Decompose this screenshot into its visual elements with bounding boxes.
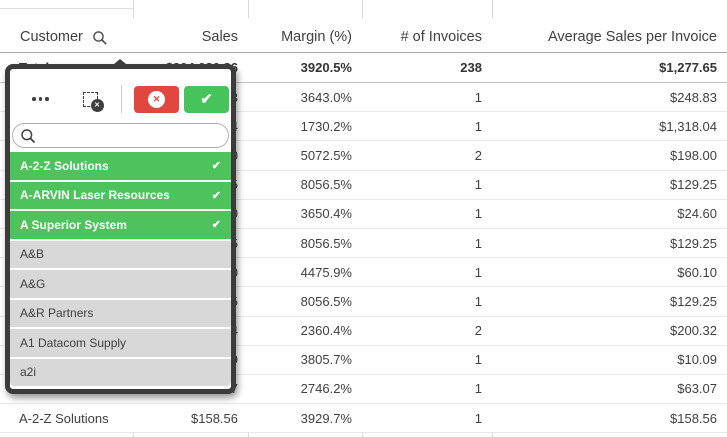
clear-x-icon: ✕ [90, 98, 104, 112]
cell-margin: 2746.2% [300, 381, 352, 397]
cell-invoices: 2 [474, 147, 482, 163]
search-box[interactable] [12, 123, 229, 148]
column-header-label: Margin (%) [281, 29, 352, 45]
list-item-label: a2i [20, 365, 37, 380]
clear-selection-icon[interactable]: ✕ [82, 91, 104, 112]
popup-toolbar: ✕ ✕ ✔ [10, 77, 231, 121]
cell-invoices: 1 [474, 89, 482, 105]
cell-avg-sales: $129.25 [670, 235, 717, 251]
list-item-label: A&R Partners [20, 306, 94, 321]
cell-invoices: 1 [474, 293, 482, 309]
gridline [492, 0, 493, 18]
list-search-input[interactable] [36, 125, 228, 146]
gridline [133, 0, 134, 18]
selected-checkmark-icon: ✔ [211, 160, 221, 173]
cancel-icon: ✕ [148, 90, 165, 108]
cell-margin: 2360.4% [300, 323, 352, 339]
toolbar-divider [120, 85, 122, 113]
menu-icon[interactable] [32, 97, 49, 101]
selected-checkmark-icon: ✔ [211, 219, 221, 232]
cell-invoices: 1 [474, 381, 482, 397]
confirm-selection-button[interactable]: ✔ [184, 85, 229, 113]
cell-avg-sales: $24.60 [677, 206, 717, 222]
list-item[interactable]: A-2-Z Solutions ✔ [10, 152, 231, 180]
confirm-checkmark-icon: ✔ [200, 91, 213, 108]
cell-invoices: 1 [474, 264, 482, 280]
list-item-label: A Superior System [20, 217, 127, 232]
cell-avg-sales: $200.32 [670, 323, 717, 339]
cell-totals-margin: 3920.5% [300, 60, 352, 75]
column-header-label: # of Invoices [400, 29, 482, 45]
filter-selection-popup: ✕ ✕ ✔ A-2-Z Solutions ✔ A-ARVIN Laser Re… [5, 59, 236, 394]
selected-checkmark-icon: ✔ [211, 189, 221, 202]
search-icon [21, 128, 36, 143]
cell-margin: 8056.5% [300, 177, 352, 193]
search-icon[interactable] [92, 30, 108, 46]
column-header-label: Sales [201, 29, 238, 45]
column-header-invoices[interactable]: # of Invoices [362, 0, 492, 52]
cell-margin: 3805.7% [300, 352, 352, 368]
column-header-sales[interactable]: Sales [133, 0, 248, 52]
column-header-label: Customer [20, 29, 83, 45]
cell-invoices: 1 [474, 235, 482, 251]
cell-customer: A-2-Z Solutions [19, 410, 109, 426]
cell-margin: 5072.5% [300, 147, 352, 163]
popup-caret [108, 59, 132, 69]
cell-avg-sales: $129.25 [670, 293, 717, 309]
value-list: A-2-Z Solutions ✔ A-ARVIN Laser Resource… [10, 152, 231, 386]
list-item[interactable]: A-ARVIN Laser Resources ✔ [10, 181, 231, 209]
list-item-label: A&G [20, 276, 46, 291]
cell-invoices: 1 [474, 206, 482, 222]
list-item-label: A1 Datacom Supply [20, 335, 127, 350]
cell-invoices: 1 [474, 352, 482, 368]
list-item-label: A-2-Z Solutions [20, 158, 109, 173]
cell-avg-sales: $198.00 [670, 147, 717, 163]
cell-avg-sales: $158.56 [670, 410, 717, 426]
cell-avg-sales: $248.83 [670, 89, 717, 105]
gridline [248, 0, 249, 18]
list-item[interactable]: A1 Datacom Supply ✔ [10, 329, 231, 357]
cell-invoices: 1 [474, 118, 482, 134]
list-item[interactable]: a2i ✔ [10, 358, 231, 386]
column-header-margin[interactable]: Margin (%) [248, 0, 362, 52]
gridline [0, 8, 133, 9]
list-item[interactable]: A Superior System ✔ [10, 211, 231, 239]
cell-margin: 1730.2% [300, 118, 352, 134]
list-item[interactable]: A&B ✔ [10, 240, 231, 268]
cell-invoices: 2 [474, 323, 482, 339]
cell-margin: 3643.0% [300, 89, 352, 105]
cell-totals-invoices: 238 [460, 60, 482, 75]
list-item[interactable]: A&G ✔ [10, 270, 231, 298]
cell-avg-sales: $63.07 [677, 381, 717, 397]
cancel-selection-button[interactable]: ✕ [134, 85, 179, 113]
table-header: Customer Sales Margin (%) # of Invoices … [0, 0, 727, 60]
cell-margin: 3650.4% [300, 206, 352, 222]
list-item-label: A-ARVIN Laser Resources [20, 188, 170, 203]
cell-avg-sales: $60.10 [677, 264, 717, 280]
column-header-customer[interactable]: Customer [0, 0, 133, 60]
list-item-label: A&B [20, 247, 45, 262]
cell-margin: 3929.7% [300, 410, 352, 426]
cell-invoices: 1 [474, 410, 482, 426]
cell-margin: 8056.5% [300, 235, 352, 251]
table-row[interactable]: A-2-Z Solutions $158.56 3929.7% 1 $158.5… [0, 404, 727, 434]
cell-avg-sales: $1,318.04 [659, 118, 717, 134]
cell-avg-sales: $10.09 [677, 352, 717, 368]
cell-invoices: 1 [474, 177, 482, 193]
column-header-avg-sales[interactable]: Average Sales per Invoice [492, 0, 727, 52]
list-item[interactable]: A&R Partners ✔ [10, 299, 231, 327]
cell-sales: $158.56 [191, 410, 238, 426]
column-header-label: Average Sales per Invoice [547, 29, 717, 45]
cell-margin: 4475.9% [300, 264, 352, 280]
gridline [362, 0, 363, 18]
cell-avg-sales: $129.25 [670, 177, 717, 193]
cell-margin: 8056.5% [300, 293, 352, 309]
cell-totals-avg-sales: $1,277.65 [659, 60, 717, 75]
